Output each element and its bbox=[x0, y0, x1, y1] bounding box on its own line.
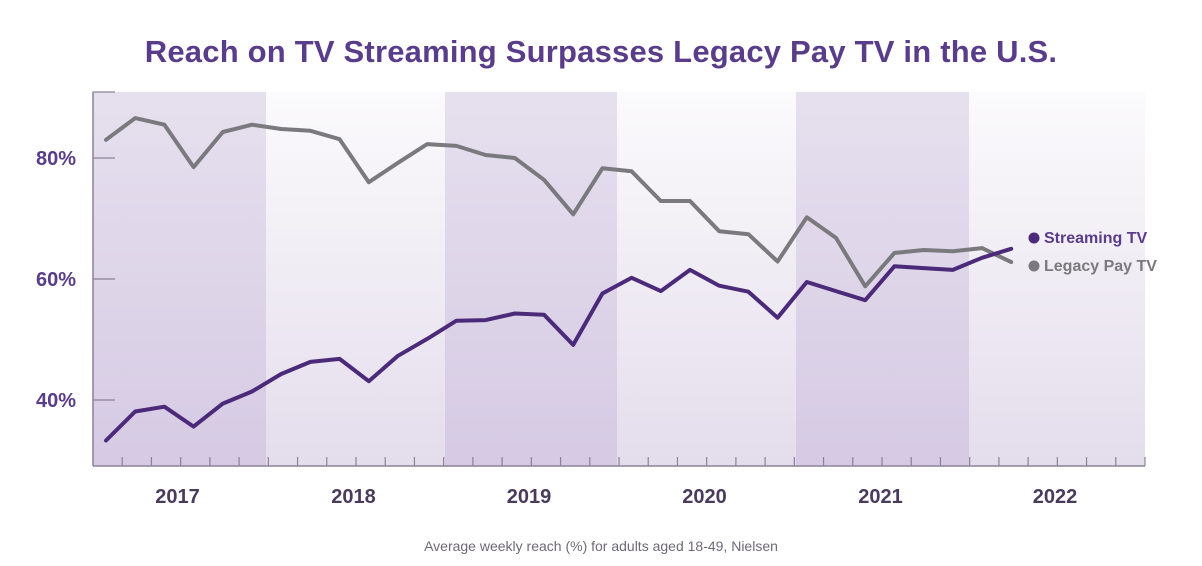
chart-title: Reach on TV Streaming Surpasses Legacy P… bbox=[144, 34, 1058, 69]
y-tick-label: 60% bbox=[36, 269, 76, 291]
legend-label: Streaming TV bbox=[1044, 230, 1147, 247]
year-band bbox=[93, 92, 266, 466]
series-line-streaming-tv bbox=[104, 246, 1014, 443]
y-tick-label: 40% bbox=[36, 390, 76, 412]
x-tick-label: 2020 bbox=[682, 486, 727, 508]
x-tick-label: 2018 bbox=[331, 486, 376, 508]
year-band bbox=[266, 92, 445, 466]
x-tick-label: 2021 bbox=[858, 486, 903, 508]
y-axis-ticks: 40% 60% 80% bbox=[36, 148, 115, 412]
year-band bbox=[969, 92, 1145, 466]
series-lines bbox=[104, 116, 1014, 443]
year-band bbox=[445, 92, 617, 466]
x-tick-label: 2019 bbox=[507, 486, 552, 508]
legend-label: Legacy Pay TV bbox=[1044, 258, 1157, 275]
x-tick-label: 2022 bbox=[1033, 486, 1078, 508]
x-axis-ticks: 2017 2018 2019 2020 2021 2022 bbox=[121, 457, 1146, 508]
legend-marker bbox=[1028, 260, 1040, 272]
y-tick-label: 80% bbox=[36, 148, 76, 170]
legend: Streaming TV Legacy Pay TV bbox=[1028, 230, 1157, 275]
legend-marker bbox=[1028, 232, 1040, 244]
series-line-legacy-pay-tv bbox=[104, 116, 1014, 289]
year-bands bbox=[93, 92, 1145, 466]
chart-subtitle: Average weekly reach (%) for adults aged… bbox=[424, 538, 778, 554]
x-tick-label: 2017 bbox=[155, 486, 200, 508]
